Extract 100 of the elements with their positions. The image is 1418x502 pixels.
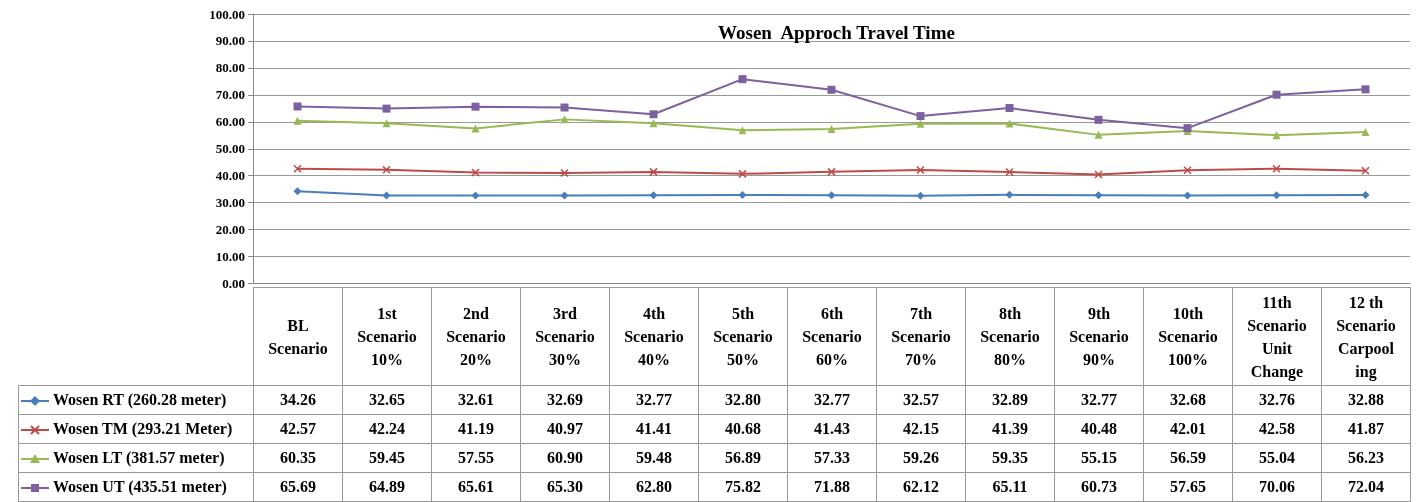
point (382, 191, 391, 200)
point (1272, 164, 1281, 173)
point (1005, 167, 1014, 177)
point (1183, 191, 1192, 200)
point (738, 169, 747, 179)
data-label: 32.77 (787, 385, 877, 415)
point (916, 112, 925, 121)
point (649, 191, 658, 200)
point (382, 119, 391, 128)
data-label: 72.04 (1321, 472, 1411, 502)
point (916, 119, 925, 128)
y-tick-label: 20.00 (215, 222, 245, 238)
chart-title: Wosen Approch Travel Time (718, 22, 955, 43)
point (1361, 85, 1370, 94)
point (649, 110, 658, 119)
point (471, 168, 480, 177)
point (1005, 190, 1014, 199)
data-label: 40.68 (698, 414, 788, 444)
data-label: 41.19 (431, 414, 521, 444)
data-label: 32.89 (965, 385, 1055, 415)
x-tick-label: 9th Scenario 90% (1054, 287, 1144, 386)
data-label: 65.69 (253, 472, 343, 502)
point (1272, 131, 1281, 140)
data-label: 34.26 (253, 385, 343, 415)
data-label: 65.61 (431, 472, 521, 502)
point (916, 191, 925, 200)
data-label: 40.97 (520, 414, 610, 444)
x-tick-label: 5th Scenario 50% (698, 287, 788, 386)
data-label: 57.55 (431, 443, 521, 473)
legend-label: Wosen UT (435.51 meter) (18, 472, 254, 502)
data-label: 62.12 (876, 472, 966, 502)
data-label: 64.89 (342, 472, 432, 502)
data-label: 56.59 (1143, 443, 1233, 473)
data-label: 41.39 (965, 414, 1055, 444)
data-label: 42.15 (876, 414, 966, 444)
point (1094, 115, 1103, 124)
point (1183, 166, 1192, 175)
point (738, 191, 747, 200)
data-label: 60.73 (1054, 472, 1144, 502)
point (293, 116, 302, 125)
y-tick-label: 90.00 (215, 33, 245, 49)
data-label: 32.65 (342, 385, 432, 415)
point (1272, 90, 1281, 99)
x-tick-label: 4th Scenario 40% (609, 287, 699, 386)
point (1094, 130, 1103, 139)
point (471, 124, 480, 133)
data-label: 55.15 (1054, 443, 1144, 473)
data-label: 65.30 (520, 472, 610, 502)
y-tick-label: 100.00 (209, 6, 245, 22)
x-tick-label: 3rd Scenario 30% (520, 287, 610, 386)
data-label: 32.68 (1143, 385, 1233, 415)
x-tick-label: 7th Scenario 70% (876, 287, 966, 386)
y-tick-label: 40.00 (215, 168, 245, 184)
data-label: 40.48 (1054, 414, 1144, 444)
point (827, 191, 836, 200)
point (1361, 190, 1370, 199)
y-tick-label: 0.00 (222, 276, 245, 291)
x-tick-label: 11th Scenario Unit Change (1232, 287, 1322, 386)
data-label: 59.45 (342, 443, 432, 473)
point (827, 125, 836, 133)
point (1272, 191, 1281, 200)
data-label: 60.90 (520, 443, 610, 473)
data-label: 71.88 (787, 472, 877, 502)
point (916, 165, 925, 175)
data-label: 42.58 (1232, 414, 1322, 444)
x-tick-label: 2nd Scenario 20% (431, 287, 521, 386)
point (471, 102, 480, 111)
data-label: 59.35 (965, 443, 1055, 473)
data-label: 32.80 (698, 385, 788, 415)
x-tick-label: 10th Scenario 100% (1143, 287, 1233, 386)
x-tick-label: 8th Scenario 80% (965, 287, 1055, 386)
x-tick-label: 1st Scenario 10% (342, 287, 432, 386)
data-label: 32.77 (1054, 385, 1144, 415)
point (1005, 104, 1014, 113)
data-label: 32.61 (431, 385, 521, 415)
point (738, 126, 747, 135)
data-label: 59.26 (876, 443, 966, 473)
data-label: 42.01 (1143, 414, 1233, 444)
point (382, 165, 391, 174)
data-label: 32.57 (876, 385, 966, 415)
y-tick-label: 70.00 (215, 87, 245, 103)
data-label: 65.11 (965, 472, 1055, 502)
point (293, 164, 302, 174)
data-label: 60.35 (253, 443, 343, 473)
data-label: 42.24 (342, 414, 432, 444)
data-label: 32.88 (1321, 385, 1411, 415)
point (649, 119, 658, 128)
point (382, 104, 391, 113)
point (738, 75, 747, 84)
point (649, 167, 658, 177)
data-label: 32.77 (609, 385, 699, 415)
point (560, 115, 569, 124)
data-label: 59.48 (609, 443, 699, 473)
y-tick-label: 60.00 (215, 114, 245, 130)
data-label: 75.82 (698, 472, 788, 502)
data-label: 32.76 (1232, 385, 1322, 415)
point (293, 102, 302, 111)
legend-label: Wosen LT (381.57 meter) (18, 443, 254, 473)
data-label: 62.80 (609, 472, 699, 502)
x-tick-label: 12 th Scenario Carpool ing (1321, 287, 1411, 386)
